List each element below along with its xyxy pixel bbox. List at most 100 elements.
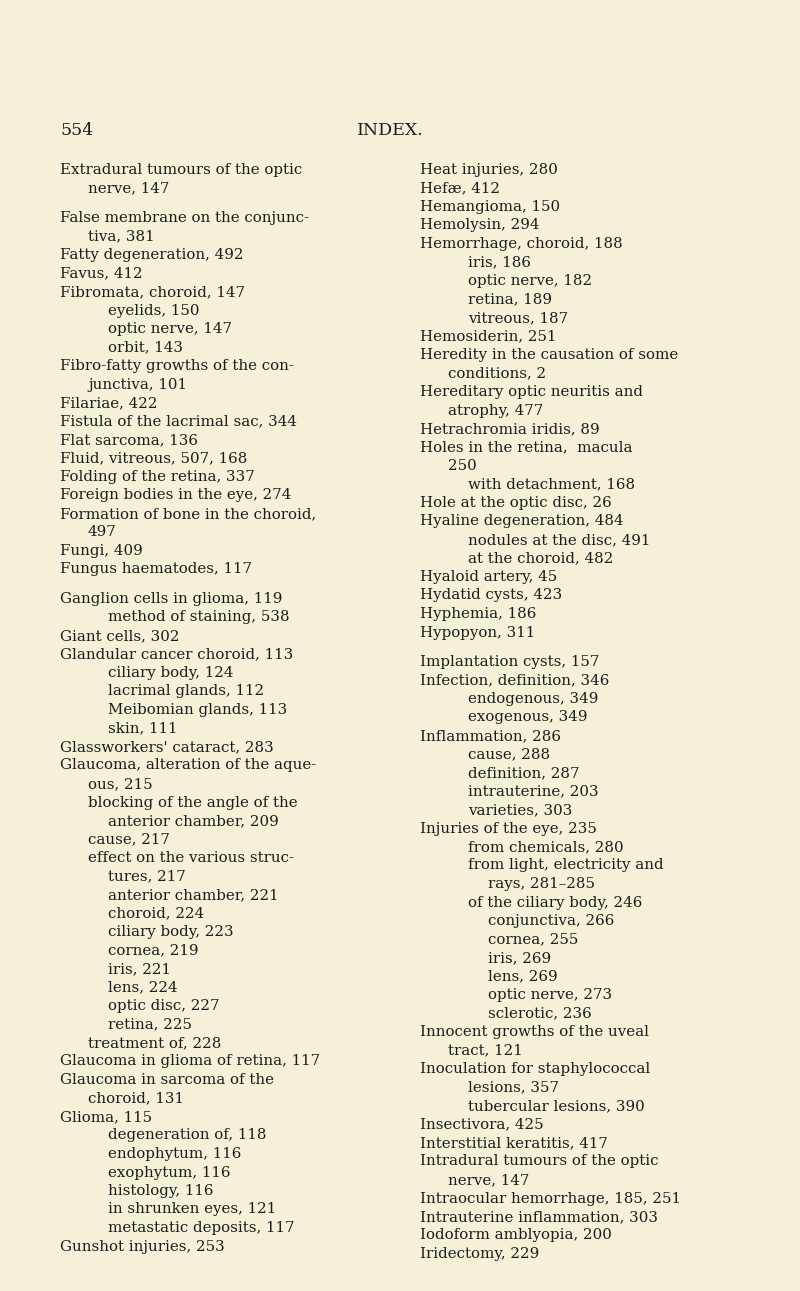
Text: Fungi, 409: Fungi, 409 bbox=[60, 544, 142, 558]
Text: Fungus haematodes, 117: Fungus haematodes, 117 bbox=[60, 563, 252, 577]
Text: Hefæ, 412: Hefæ, 412 bbox=[420, 182, 500, 195]
Text: iris, 186: iris, 186 bbox=[468, 256, 531, 270]
Text: exogenous, 349: exogenous, 349 bbox=[468, 710, 587, 724]
Text: Gunshot injuries, 253: Gunshot injuries, 253 bbox=[60, 1239, 225, 1254]
Text: Hyaloid artery, 45: Hyaloid artery, 45 bbox=[420, 571, 558, 584]
Text: retina, 189: retina, 189 bbox=[468, 293, 552, 306]
Text: Hyaline degeneration, 484: Hyaline degeneration, 484 bbox=[420, 515, 624, 528]
Text: Glaucoma in glioma of retina, 117: Glaucoma in glioma of retina, 117 bbox=[60, 1055, 320, 1069]
Text: Fluid, vitreous, 507, 168: Fluid, vitreous, 507, 168 bbox=[60, 452, 247, 466]
Text: False membrane on the conjunc-: False membrane on the conjunc- bbox=[60, 210, 309, 225]
Text: Iridectomy, 229: Iridectomy, 229 bbox=[420, 1247, 539, 1261]
Text: choroid, 224: choroid, 224 bbox=[108, 906, 204, 920]
Text: Hemangioma, 150: Hemangioma, 150 bbox=[420, 200, 560, 214]
Text: Hydatid cysts, 423: Hydatid cysts, 423 bbox=[420, 589, 562, 603]
Text: Hereditary optic neuritis and: Hereditary optic neuritis and bbox=[420, 385, 643, 399]
Text: in shrunken eyes, 121: in shrunken eyes, 121 bbox=[108, 1202, 276, 1216]
Text: Hyphemia, 186: Hyphemia, 186 bbox=[420, 607, 536, 621]
Text: Formation of bone in the choroid,: Formation of bone in the choroid, bbox=[60, 507, 316, 522]
Text: treatment of, 228: treatment of, 228 bbox=[88, 1035, 222, 1050]
Text: blocking of the angle of the: blocking of the angle of the bbox=[88, 795, 298, 809]
Text: at the choroid, 482: at the choroid, 482 bbox=[468, 551, 614, 565]
Text: Intrauterine inflammation, 303: Intrauterine inflammation, 303 bbox=[420, 1210, 658, 1224]
Text: Glioma, 115: Glioma, 115 bbox=[60, 1110, 152, 1124]
Text: Glaucoma, alteration of the aque-: Glaucoma, alteration of the aque- bbox=[60, 759, 316, 772]
Text: ous, 215: ous, 215 bbox=[88, 777, 153, 791]
Text: Hemosiderin, 251: Hemosiderin, 251 bbox=[420, 329, 557, 343]
Text: lens, 224: lens, 224 bbox=[108, 980, 178, 994]
Text: varieties, 303: varieties, 303 bbox=[468, 803, 572, 817]
Text: Favus, 412: Favus, 412 bbox=[60, 266, 142, 280]
Text: with detachment, 168: with detachment, 168 bbox=[468, 478, 635, 492]
Text: sclerotic, 236: sclerotic, 236 bbox=[488, 1007, 592, 1020]
Text: Glassworkers' cataract, 283: Glassworkers' cataract, 283 bbox=[60, 740, 274, 754]
Text: cornea, 219: cornea, 219 bbox=[108, 944, 198, 958]
Text: iris, 221: iris, 221 bbox=[108, 962, 171, 976]
Text: Foreign bodies in the eye, 274: Foreign bodies in the eye, 274 bbox=[60, 488, 291, 502]
Text: Fatty degeneration, 492: Fatty degeneration, 492 bbox=[60, 248, 243, 262]
Text: Hemolysin, 294: Hemolysin, 294 bbox=[420, 218, 539, 232]
Text: nerve, 147: nerve, 147 bbox=[88, 182, 170, 195]
Text: conjunctiva, 266: conjunctiva, 266 bbox=[488, 914, 614, 928]
Text: Heat injuries, 280: Heat injuries, 280 bbox=[420, 163, 558, 177]
Text: Extradural tumours of the optic: Extradural tumours of the optic bbox=[60, 163, 302, 177]
Text: anterior chamber, 209: anterior chamber, 209 bbox=[108, 815, 278, 828]
Text: lesions, 357: lesions, 357 bbox=[468, 1081, 559, 1095]
Text: conditions, 2: conditions, 2 bbox=[448, 367, 546, 381]
Text: anterior chamber, 221: anterior chamber, 221 bbox=[108, 888, 278, 902]
Text: Insectivora, 425: Insectivora, 425 bbox=[420, 1118, 544, 1131]
Text: Hemorrhage, choroid, 188: Hemorrhage, choroid, 188 bbox=[420, 238, 622, 250]
Text: Hetrachromia iridis, 89: Hetrachromia iridis, 89 bbox=[420, 422, 600, 436]
Text: Heredity in the causation of some: Heredity in the causation of some bbox=[420, 349, 678, 361]
Text: Filariae, 422: Filariae, 422 bbox=[60, 396, 158, 411]
Text: iris, 269: iris, 269 bbox=[488, 951, 551, 964]
Text: histology, 116: histology, 116 bbox=[108, 1184, 214, 1198]
Text: optic nerve, 273: optic nerve, 273 bbox=[488, 988, 612, 1002]
Text: orbit, 143: orbit, 143 bbox=[108, 341, 183, 355]
Text: atrophy, 477: atrophy, 477 bbox=[448, 404, 543, 417]
Text: Interstitial keratitis, 417: Interstitial keratitis, 417 bbox=[420, 1136, 608, 1150]
Text: Implantation cysts, 157: Implantation cysts, 157 bbox=[420, 655, 599, 669]
Text: Inflammation, 286: Inflammation, 286 bbox=[420, 729, 561, 744]
Text: Innocent growths of the uveal: Innocent growths of the uveal bbox=[420, 1025, 649, 1039]
Text: Holes in the retina,  macula: Holes in the retina, macula bbox=[420, 440, 633, 454]
Text: tract, 121: tract, 121 bbox=[448, 1043, 522, 1057]
Text: cause, 217: cause, 217 bbox=[88, 833, 170, 847]
Text: cause, 288: cause, 288 bbox=[468, 747, 550, 762]
Text: 250: 250 bbox=[448, 460, 477, 473]
Text: tiva, 381: tiva, 381 bbox=[88, 230, 154, 244]
Text: from chemicals, 280: from chemicals, 280 bbox=[468, 840, 624, 855]
Text: Meibomian glands, 113: Meibomian glands, 113 bbox=[108, 704, 287, 717]
Text: lacrimal glands, 112: lacrimal glands, 112 bbox=[108, 684, 264, 698]
Text: 497: 497 bbox=[88, 525, 117, 540]
Text: Glandular cancer choroid, 113: Glandular cancer choroid, 113 bbox=[60, 648, 294, 661]
Text: exophytum, 116: exophytum, 116 bbox=[108, 1166, 230, 1180]
Text: lens, 269: lens, 269 bbox=[488, 970, 558, 984]
Text: of the ciliary body, 246: of the ciliary body, 246 bbox=[468, 896, 642, 909]
Text: definition, 287: definition, 287 bbox=[468, 766, 579, 780]
Text: Fistula of the lacrimal sac, 344: Fistula of the lacrimal sac, 344 bbox=[60, 414, 297, 429]
Text: nerve, 147: nerve, 147 bbox=[448, 1174, 530, 1186]
Text: Hypopyon, 311: Hypopyon, 311 bbox=[420, 626, 535, 639]
Text: choroid, 131: choroid, 131 bbox=[88, 1091, 184, 1105]
Text: INDEX.: INDEX. bbox=[357, 123, 423, 139]
Text: endogenous, 349: endogenous, 349 bbox=[468, 692, 598, 706]
Text: Intradural tumours of the optic: Intradural tumours of the optic bbox=[420, 1154, 658, 1168]
Text: optic disc, 227: optic disc, 227 bbox=[108, 999, 219, 1013]
Text: Flat sarcoma, 136: Flat sarcoma, 136 bbox=[60, 432, 198, 447]
Text: degeneration of, 118: degeneration of, 118 bbox=[108, 1128, 266, 1143]
Text: Folding of the retina, 337: Folding of the retina, 337 bbox=[60, 470, 254, 484]
Text: Hole at the optic disc, 26: Hole at the optic disc, 26 bbox=[420, 496, 612, 510]
Text: tubercular lesions, 390: tubercular lesions, 390 bbox=[468, 1099, 645, 1113]
Text: ciliary body, 223: ciliary body, 223 bbox=[108, 924, 234, 939]
Text: Injuries of the eye, 235: Injuries of the eye, 235 bbox=[420, 821, 597, 835]
Text: metastatic deposits, 117: metastatic deposits, 117 bbox=[108, 1221, 294, 1235]
Text: retina, 225: retina, 225 bbox=[108, 1017, 192, 1032]
Text: Inoculation for staphylococcal: Inoculation for staphylococcal bbox=[420, 1062, 650, 1075]
Text: vitreous, 187: vitreous, 187 bbox=[468, 311, 568, 325]
Text: optic nerve, 147: optic nerve, 147 bbox=[108, 321, 232, 336]
Text: cornea, 255: cornea, 255 bbox=[488, 932, 578, 946]
Text: intrauterine, 203: intrauterine, 203 bbox=[468, 785, 598, 799]
Text: Fibro-fatty growths of the con-: Fibro-fatty growths of the con- bbox=[60, 359, 294, 373]
Text: effect on the various struc-: effect on the various struc- bbox=[88, 851, 294, 865]
